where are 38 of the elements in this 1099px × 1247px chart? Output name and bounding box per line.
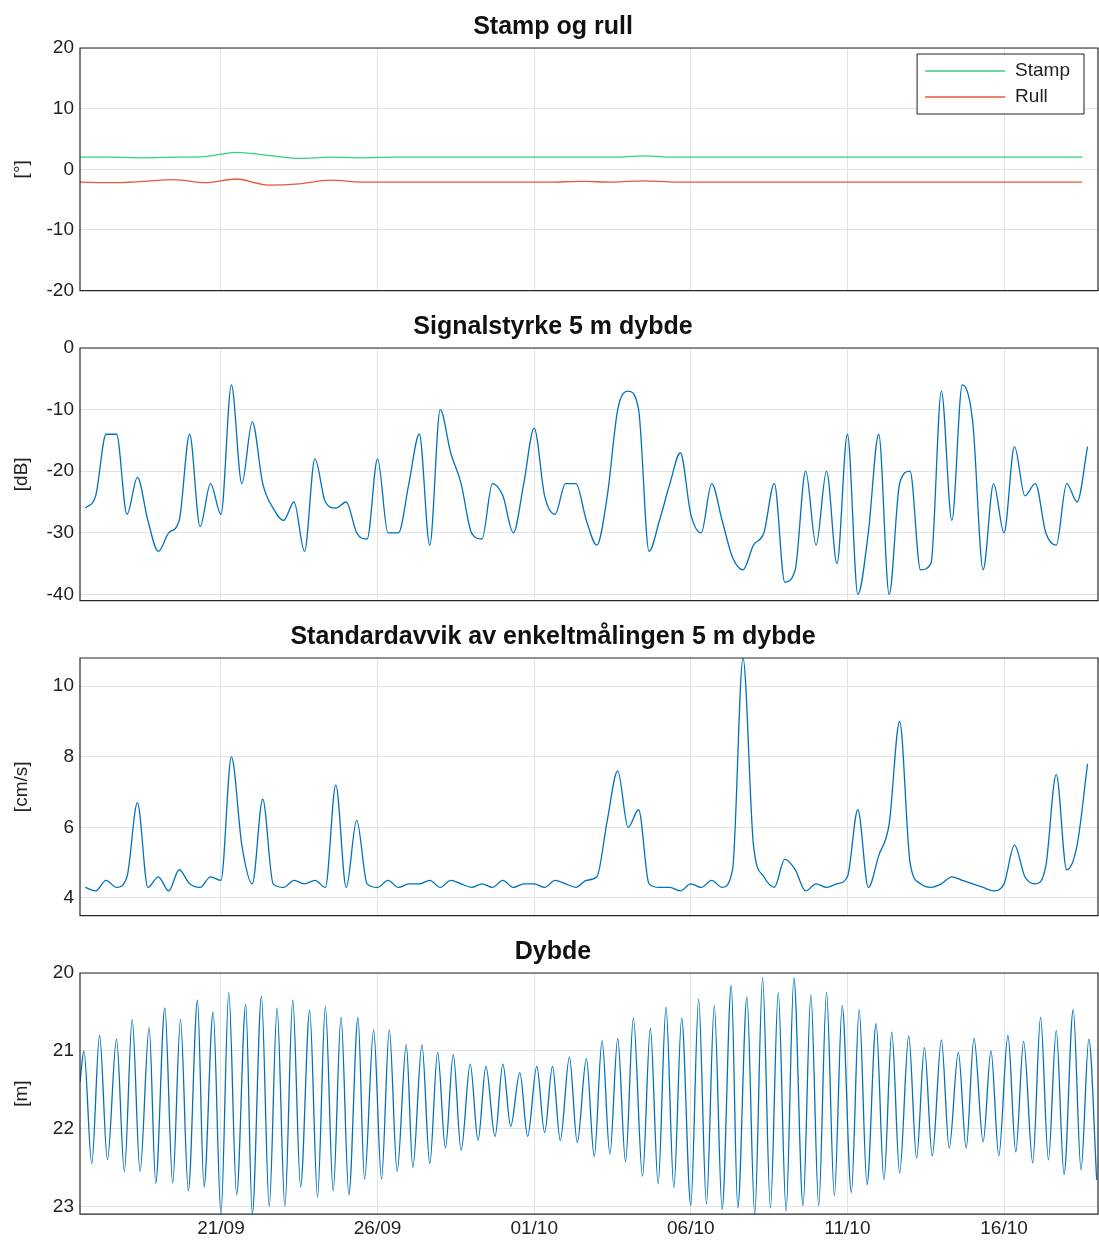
y-tick-label: 8 [63,745,74,767]
x-tick-label: 01/10 [510,1216,558,1238]
line-series [84,384,1089,596]
y-tick-label: 23 [52,1194,74,1216]
chart-title: Signalstyrke 5 m dybde [413,310,693,339]
chart-title: Stamp og rull [473,10,633,39]
y-tick-label: 0 [63,336,74,358]
y-tick-label: -30 [46,521,74,543]
x-tick-label: 11/10 [824,1216,871,1238]
x-tick-label: 06/10 [667,1216,715,1238]
y-tick-label: -40 [46,582,74,604]
y-tick-label: 6 [63,815,74,837]
y-tick-label: -10 [46,397,74,419]
y-axis-title: [°] [9,160,31,179]
y-axis-title: [dB] [9,457,31,492]
y-tick-label: 20 [52,961,74,983]
chart-title: Standardavvik av enkeltmålingen 5 m dybde [290,620,816,649]
y-tick-label: -20 [46,459,74,481]
y-tick-label: 22 [52,1116,74,1138]
x-tick-label: 26/09 [353,1216,402,1238]
x-tick-label: 21/09 [197,1216,245,1238]
y-tick-label: 21 [52,1039,74,1061]
y-tick-label: -10 [46,218,74,240]
y-tick-label: 4 [63,886,75,908]
legend-label: Stamp [1015,59,1071,81]
y-axis-title: [cm/s] [9,761,31,813]
x-tick-label: 16/10 [980,1216,1028,1238]
y-tick-label: 0 [63,157,74,179]
legend-label: Rull [1015,85,1048,107]
line-series [80,178,1083,186]
y-tick-label: 10 [52,674,74,696]
y-axis-title: [m] [9,1080,31,1107]
line-series [84,658,1089,892]
chart-title: Dybde [514,935,592,964]
y-tick-label: -20 [46,278,74,300]
y-tick-label: 20 [52,36,74,58]
y-tick-label: 10 [52,96,74,118]
line-series [80,151,1083,160]
